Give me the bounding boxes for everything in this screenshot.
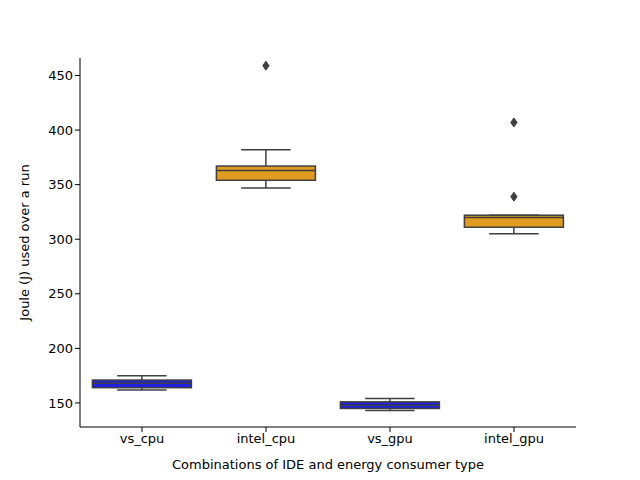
svg-text:150: 150 (48, 396, 73, 411)
svg-text:400: 400 (48, 123, 73, 138)
svg-text:Combinations of IDE and energy: Combinations of IDE and energy consumer … (172, 457, 484, 472)
svg-text:300: 300 (48, 232, 73, 247)
svg-text:vs_gpu: vs_gpu (367, 431, 413, 446)
svg-text:Joule (J) used over a run: Joule (J) used over a run (17, 164, 32, 321)
svg-text:vs_cpu: vs_cpu (120, 431, 165, 446)
svg-text:450: 450 (48, 68, 73, 83)
svg-text:intel_gpu: intel_gpu (484, 431, 544, 446)
svg-text:intel_cpu: intel_cpu (237, 431, 296, 446)
svg-text:350: 350 (48, 177, 73, 192)
svg-text:200: 200 (48, 341, 73, 356)
svg-text:250: 250 (48, 286, 73, 301)
